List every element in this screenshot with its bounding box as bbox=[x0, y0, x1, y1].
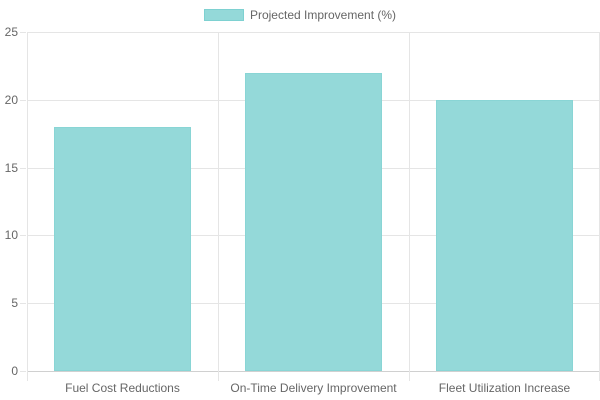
x-tick-label: Fuel Cost Reductions bbox=[65, 381, 180, 395]
y-tick bbox=[20, 371, 26, 372]
bar[interactable] bbox=[54, 126, 191, 371]
y-tick-label: 15 bbox=[4, 160, 18, 175]
x-gridline bbox=[218, 32, 219, 381]
bar[interactable] bbox=[245, 72, 382, 371]
x-gridline bbox=[409, 32, 410, 381]
y-tick bbox=[20, 235, 26, 237]
plot-area: 0 5 10 15 20 25 bbox=[5, 25, 600, 381]
y-gridline bbox=[27, 371, 600, 372]
x-tick-label: Fleet Utilization Increase bbox=[438, 381, 571, 395]
y-gridline bbox=[27, 32, 600, 33]
legend-label: Projected Improvement (%) bbox=[249, 8, 397, 22]
y-tick-label: 0 bbox=[11, 364, 18, 378]
x-tick-label: On-Time Delivery Improvement bbox=[230, 381, 397, 395]
y-tick bbox=[20, 303, 26, 305]
y-tick bbox=[20, 167, 26, 169]
y-tick bbox=[20, 99, 26, 101]
chart-legend[interactable]: Projected Improvement (%) bbox=[0, 8, 600, 22]
bar[interactable] bbox=[436, 99, 573, 371]
y-tick-label: 25 bbox=[4, 25, 18, 39]
y-tick-label: 10 bbox=[4, 228, 18, 243]
x-gridline bbox=[27, 32, 28, 381]
y-tick-label: 5 bbox=[11, 296, 18, 311]
y-tick-label: 20 bbox=[4, 92, 18, 107]
legend-swatch bbox=[203, 9, 244, 21]
y-tick bbox=[20, 32, 26, 33]
